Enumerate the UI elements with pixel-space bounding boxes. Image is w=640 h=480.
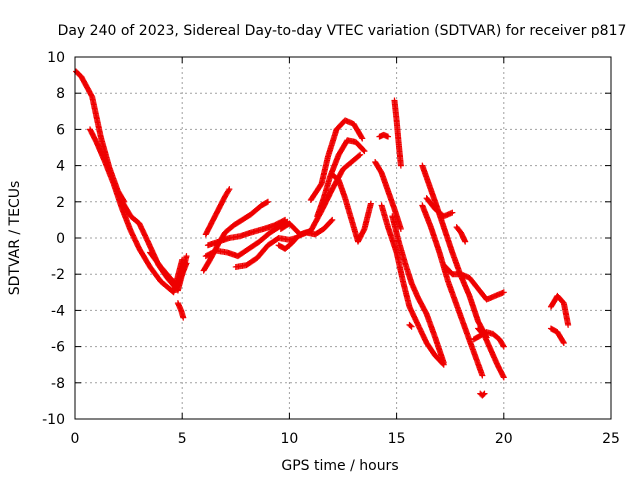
data-point (500, 343, 507, 350)
series-arc-5 (174, 300, 187, 321)
data-points (73, 68, 572, 399)
y-tick-label: -4 (51, 303, 65, 319)
y-tick-label: -6 (51, 340, 65, 356)
data-point (565, 321, 572, 328)
data-point (328, 217, 335, 224)
y-tick-label: 6 (56, 122, 65, 138)
data-point (500, 289, 507, 296)
data-point (264, 198, 271, 205)
chart-title: Day 240 of 2023, Sidereal Day-to-day VTE… (58, 23, 627, 39)
x-tick-label: 20 (495, 431, 513, 447)
data-point (359, 135, 366, 142)
data-point (356, 152, 363, 159)
series-arc-17 (391, 97, 404, 169)
data-point (397, 162, 404, 169)
x-tick-label: 25 (602, 431, 620, 447)
data-point (480, 391, 487, 398)
y-tick-label: 4 (56, 159, 65, 175)
data-point (481, 390, 488, 397)
series-arc-14 (314, 137, 368, 220)
series-arc-18 (372, 158, 404, 232)
series-arc-1 (73, 68, 128, 205)
data-point (358, 134, 365, 141)
data-point (183, 253, 190, 260)
x-tick-label: 10 (280, 431, 298, 447)
y-axis-label: SDTVAR / TECUs (7, 181, 23, 296)
series-arc-23 (423, 195, 456, 220)
x-tick-label: 5 (178, 431, 187, 447)
data-point (357, 151, 364, 158)
data-point (407, 322, 414, 329)
data-point (225, 187, 232, 194)
data-point (385, 133, 392, 140)
series-arc-9 (202, 218, 291, 260)
data-point (263, 199, 270, 206)
series-arc-21 (419, 162, 490, 341)
series-arc-29 (406, 321, 415, 330)
data-point (560, 338, 567, 345)
y-tick-label: 8 (56, 86, 65, 102)
data-point (361, 148, 368, 155)
series-arc-2 (87, 126, 186, 296)
series-arc-16 (376, 131, 392, 140)
grid (75, 57, 611, 419)
data-point (500, 342, 507, 349)
series-arc-27 (475, 325, 507, 381)
y-tick-label: 10 (47, 50, 65, 66)
series-arc-31 (547, 292, 572, 328)
series-arc-8 (204, 216, 289, 249)
data-point (329, 216, 336, 223)
x-tick-label: 15 (388, 431, 406, 447)
series-arc-4 (147, 249, 190, 289)
data-point (367, 200, 374, 207)
series-arc-7 (202, 186, 233, 238)
series-arc-12 (277, 151, 364, 238)
data-point (479, 372, 486, 379)
data-point (500, 374, 507, 381)
x-tick-label: 0 (71, 431, 80, 447)
series-arc-10 (232, 235, 299, 270)
data-point (462, 238, 469, 245)
data-point (180, 314, 187, 321)
y-tick-label: -10 (42, 412, 65, 428)
data-point (183, 260, 190, 267)
series-arc-22 (419, 202, 486, 379)
y-tick-label: 0 (56, 231, 65, 247)
series-arc-19 (378, 202, 447, 368)
data-point (408, 323, 415, 330)
series-arc-25 (453, 224, 469, 245)
data-point (226, 186, 233, 193)
series-arc-20 (389, 213, 447, 366)
data-point (440, 359, 447, 366)
series-arc-13 (307, 117, 366, 203)
y-tick-label: -2 (51, 267, 65, 283)
y-tick-label: -8 (51, 376, 65, 392)
series-arc-15 (329, 171, 374, 245)
data-point (449, 209, 456, 216)
data-point (397, 225, 404, 232)
series-arc-30 (547, 325, 567, 346)
data-point (360, 147, 367, 154)
series-arc-28 (477, 390, 488, 399)
data-point (560, 339, 567, 346)
series-arc-24 (440, 262, 507, 303)
y-tick-label: 2 (56, 195, 65, 211)
x-axis-label: GPS time / hours (281, 458, 398, 474)
axis-ticks: 0 5 10 15 20 25 -10 -8 -6 -4 -2 0 2 4 6 8 10 (42, 50, 620, 447)
